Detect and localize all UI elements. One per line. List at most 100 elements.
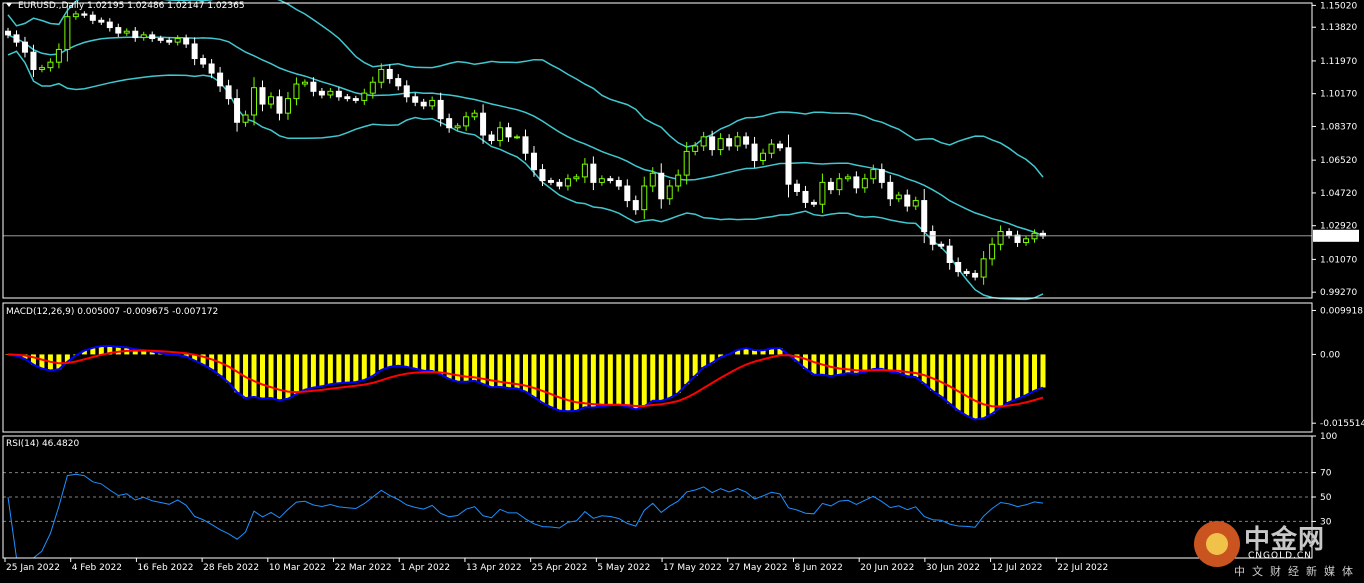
bollinger-up-line — [7, 0, 1044, 178]
macd-hist-bar — [472, 354, 478, 381]
price-tick-label: 1.02920 — [1320, 222, 1357, 232]
candle — [760, 148, 767, 165]
candle — [13, 30, 20, 47]
x-tick-label: 22 Mar 2022 — [335, 563, 392, 573]
macd-hist-bar — [327, 354, 333, 385]
macd-frame — [2, 302, 1313, 433]
macd-hist-bar — [616, 354, 622, 405]
candle — [777, 140, 784, 152]
bollinger-lo-line — [7, 50, 1044, 301]
macd-hist-bar — [506, 354, 512, 389]
candle — [522, 129, 529, 161]
candle — [157, 35, 164, 44]
macd-hist-bar — [141, 350, 147, 355]
signal-line — [7, 349, 1044, 408]
price-tick-label: 1.01070 — [1320, 255, 1357, 265]
macd-hist-bar — [879, 354, 885, 369]
macd-hist-bar — [463, 354, 469, 382]
macd-hist-bar — [438, 354, 444, 375]
candle — [980, 251, 987, 285]
macd-hist-bar — [302, 354, 308, 390]
x-tick-label: 13 Apr 2022 — [466, 563, 522, 573]
macd-hist-bar — [896, 354, 902, 374]
macd-hist-bar — [30, 354, 36, 365]
macd-hist-bar — [497, 354, 503, 387]
watermark-brand: 中金网 — [1244, 525, 1326, 555]
macd-hist-bar — [192, 354, 198, 361]
candle — [251, 77, 258, 126]
candle — [743, 132, 750, 149]
price-tick-label: 1.10170 — [1320, 90, 1357, 100]
candle — [598, 175, 605, 186]
candle — [488, 131, 495, 145]
candle — [726, 134, 733, 151]
candle — [921, 189, 928, 244]
macd-hist-bar — [387, 354, 393, 367]
candle — [463, 111, 470, 131]
candle — [810, 199, 817, 208]
macd-hist-bar — [531, 354, 537, 398]
candle — [793, 179, 800, 196]
macd-hist-bar — [667, 354, 673, 398]
macd-hist-bar — [217, 354, 223, 376]
macd-hist-bar — [514, 354, 520, 389]
candle — [437, 92, 444, 127]
macd-hist-bar — [404, 354, 410, 367]
rsi-frame — [2, 435, 1313, 559]
candle — [887, 175, 894, 206]
current-price-label: 1.02365 — [1316, 232, 1353, 242]
rsi-line — [7, 473, 1044, 559]
candle — [420, 98, 427, 110]
macd-hist-bar — [955, 354, 961, 411]
candle — [946, 238, 953, 270]
macd-hist-bar — [98, 346, 104, 355]
macd-hist-bar — [446, 354, 452, 379]
candle — [870, 164, 877, 184]
candle — [140, 31, 147, 41]
candle — [573, 174, 580, 182]
candle — [539, 164, 546, 187]
macd-hist-bar — [887, 354, 893, 372]
macd-hist-bar — [989, 354, 995, 414]
macd-hist-bar — [56, 354, 62, 370]
macd-hist-bar — [845, 354, 851, 374]
macd-hist-bar — [998, 354, 1004, 408]
macd-hist-bar — [853, 354, 859, 374]
candle — [836, 173, 843, 196]
macd-hist-bar — [769, 348, 775, 355]
candle — [55, 43, 62, 69]
x-tick-label: 16 Feb 2022 — [137, 563, 193, 573]
macd-hist-bar — [412, 354, 418, 369]
rsi-tick-label: 70 — [1320, 469, 1332, 479]
macd-hist-bar — [539, 354, 545, 403]
macd-hist-bar — [870, 354, 876, 370]
macd-hist-bar — [1032, 354, 1038, 391]
candle — [929, 225, 936, 251]
watermark: 中金网 CNGOLD.CN 中文财经新媒体 — [1194, 517, 1354, 578]
candle — [225, 79, 232, 105]
candle — [1006, 228, 1013, 239]
candle — [191, 37, 198, 66]
candle — [217, 67, 224, 92]
candle — [200, 54, 207, 68]
candle — [1014, 230, 1021, 247]
candle — [21, 36, 28, 58]
candle — [174, 35, 181, 46]
candle — [5, 27, 11, 39]
symbol-header: EURUSD.,Daily 1.02195 1.02486 1.02147 1.… — [18, 1, 245, 11]
candle — [293, 77, 300, 106]
candle — [751, 136, 758, 168]
macd-hist-bar — [344, 354, 350, 383]
candle — [683, 142, 690, 185]
candle — [38, 64, 45, 73]
price-tick-label: 0.99270 — [1320, 288, 1357, 298]
macd-hist-bar — [573, 354, 579, 411]
candle — [115, 23, 122, 37]
watermark-url: CNGOLD.CN — [1248, 551, 1312, 561]
dropdown-icon[interactable] — [6, 3, 12, 7]
candle — [106, 18, 113, 32]
macd-hist-bar — [735, 350, 741, 355]
macd-hist-bar — [429, 354, 435, 371]
candle — [259, 80, 266, 112]
candle — [301, 79, 308, 87]
